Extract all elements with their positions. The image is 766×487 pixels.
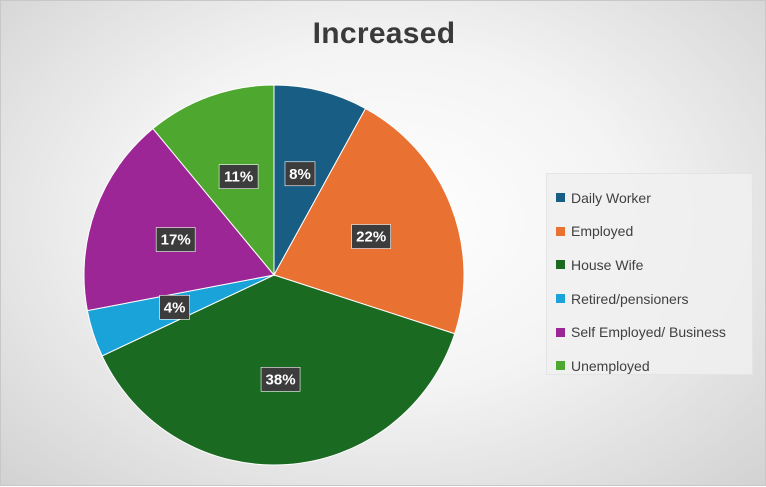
data-label-background: [155, 227, 196, 252]
legend-label: Unemployed: [571, 357, 650, 374]
legend-swatch: [556, 226, 565, 236]
data-label-self-employed-business: 17%: [155, 227, 196, 252]
legend-label: Daily Worker: [571, 189, 651, 206]
chart-title: Increased: [312, 17, 456, 50]
data-label-background: [218, 164, 259, 189]
pie-slice-daily-worker: [273, 84, 367, 276]
pie-slice-employed: [273, 107, 465, 335]
legend-item-employed: Employed: [547, 215, 752, 249]
data-label-text: 8%: [289, 166, 311, 183]
legend-swatch: [556, 361, 565, 371]
legend: Daily Worker Employed House Wife Retired/pe…: [546, 173, 753, 375]
data-label-background: [159, 294, 190, 320]
data-label-retired-pensioners: 4%: [159, 294, 190, 320]
legend-item-self-employed-business: Self Employed/ Business: [547, 315, 752, 349]
data-label-text: 22%: [356, 229, 386, 246]
data-label-employed: 22%: [351, 224, 391, 249]
legend-swatch: [556, 294, 565, 304]
pie-slice-unemployed: [152, 84, 275, 277]
legend-item-house-wife: House Wife: [547, 248, 752, 282]
legend-swatch: [556, 260, 565, 270]
legend-label: House Wife: [571, 256, 644, 273]
pie-slice-self-employed-business: [83, 127, 275, 312]
data-label-text: 4%: [164, 299, 186, 316]
legend-swatch: [556, 327, 565, 337]
data-label-text: 38%: [266, 371, 296, 388]
data-label-background: [284, 161, 316, 187]
data-label-daily-worker: 8%: [284, 161, 316, 187]
data-label-background: [260, 366, 301, 392]
legend-item-unemployed: Unemployed: [547, 349, 752, 383]
data-label-text: 11%: [224, 169, 253, 186]
legend-label: Retired/pensioners: [571, 290, 689, 307]
legend-label: Self Employed/ Business: [571, 324, 726, 341]
legend-swatch: [556, 193, 565, 203]
legend-item-retired-pensioners: Retired/pensioners: [547, 282, 752, 316]
data-label-unemployed: 11%: [218, 164, 259, 189]
data-label-background: [351, 224, 391, 249]
legend-item-daily-worker: Daily Worker: [547, 181, 752, 215]
data-label-house-wife: 38%: [260, 366, 301, 392]
legend-label: Employed: [571, 223, 634, 240]
data-label-text: 17%: [161, 232, 191, 249]
